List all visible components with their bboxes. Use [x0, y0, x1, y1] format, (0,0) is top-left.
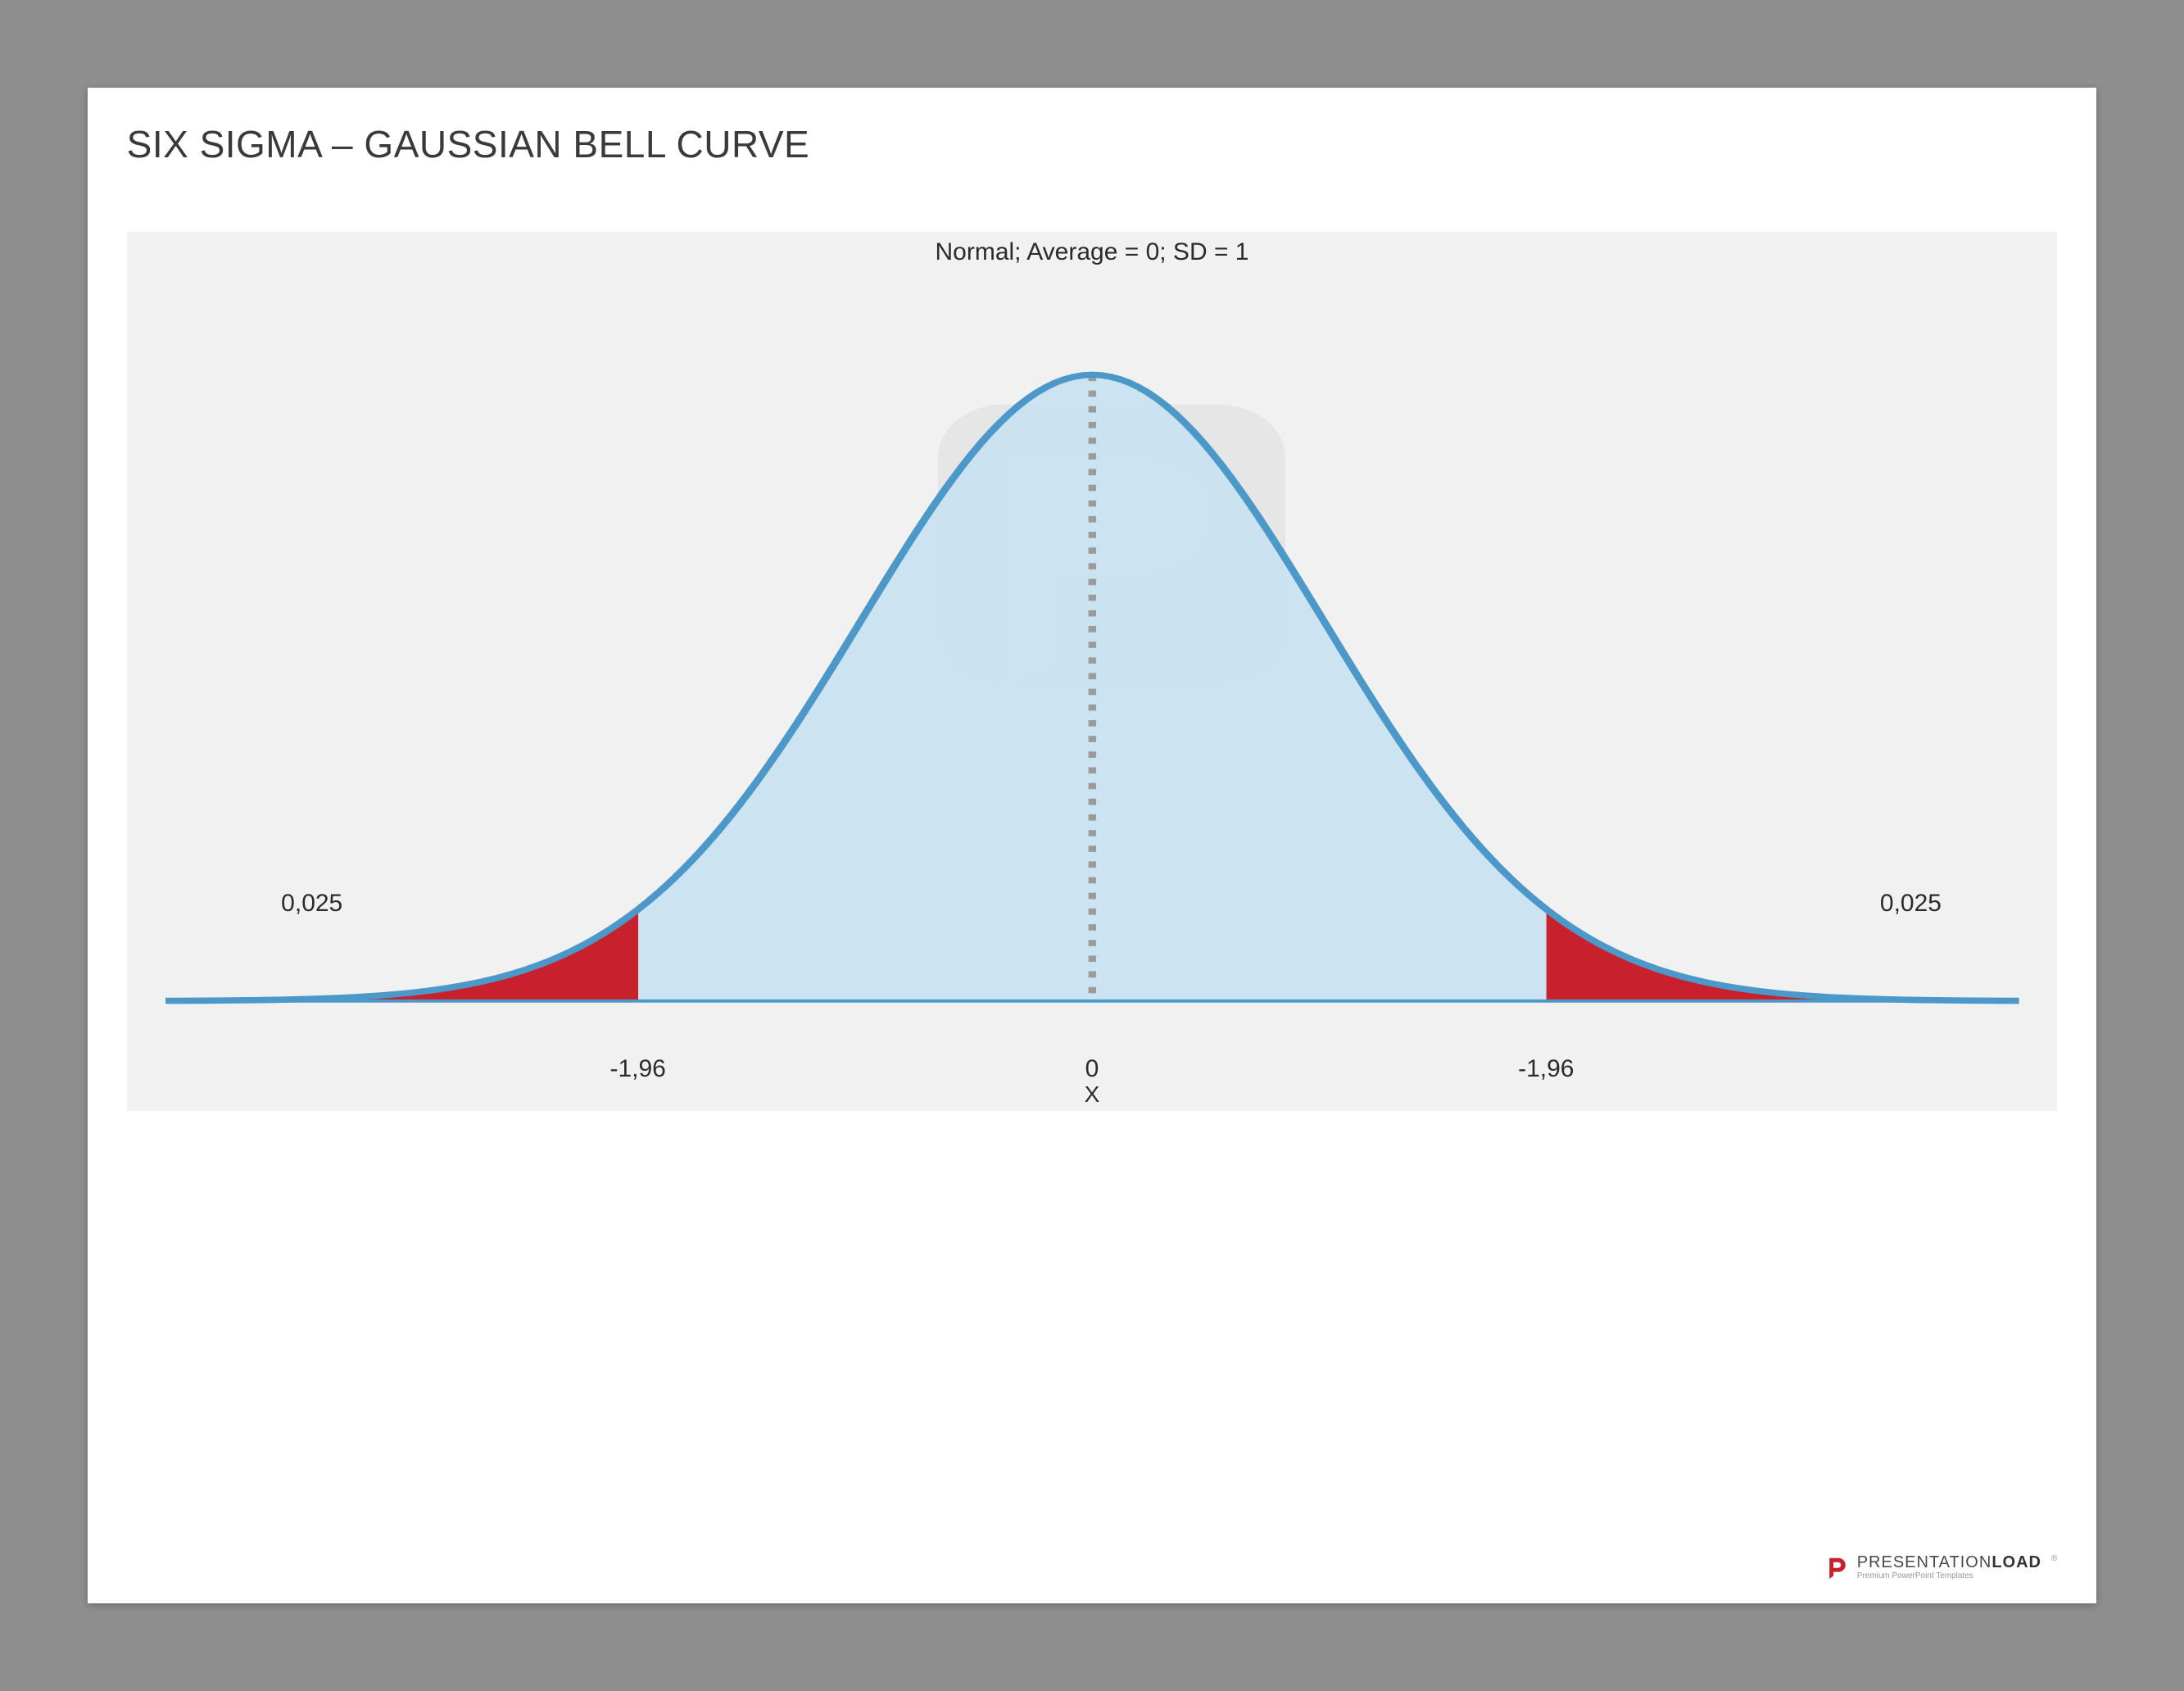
brand-prefix: PRESENTATION: [1857, 1553, 1992, 1571]
slide: SIX SIGMA – GAUSSIAN BELL CURVE Normal; …: [88, 88, 2097, 1603]
bell-curve-chart: Normal; Average = 0; SD = 1 0,025 0,025 …: [127, 232, 2058, 1111]
chart-subtitle: Normal; Average = 0; SD = 1: [127, 238, 2058, 266]
x-axis-ticks: -1,96 0 -1,96 X: [127, 1055, 2058, 1108]
brand-bold: LOAD: [1991, 1553, 2041, 1571]
curve-fill-center: [638, 374, 1547, 1000]
right-tail-label: 0,025: [1880, 890, 1942, 918]
brand-tagline: Premium PowerPoint Templates: [1857, 1572, 2041, 1580]
brand-text: PRESENTATIONLOAD Premium PowerPoint Temp…: [1857, 1554, 2041, 1580]
left-tail-label: 0,025: [281, 890, 342, 918]
footer-brand: PRESENTATIONLOAD Premium PowerPoint Temp…: [1826, 1554, 2058, 1580]
registered-mark: ®: [2051, 1554, 2057, 1563]
bell-curve-svg: [127, 232, 2058, 1111]
x-axis-label: X: [1085, 1081, 1100, 1108]
x-tick: 0: [1085, 1055, 1099, 1083]
x-tick: -1,96: [1518, 1055, 1574, 1083]
brand-icon: [1826, 1556, 1849, 1579]
brand-name: PRESENTATIONLOAD: [1857, 1554, 2041, 1571]
slide-title: SIX SIGMA – GAUSSIAN BELL CURVE: [88, 88, 2097, 166]
x-tick: -1,96: [609, 1055, 665, 1083]
